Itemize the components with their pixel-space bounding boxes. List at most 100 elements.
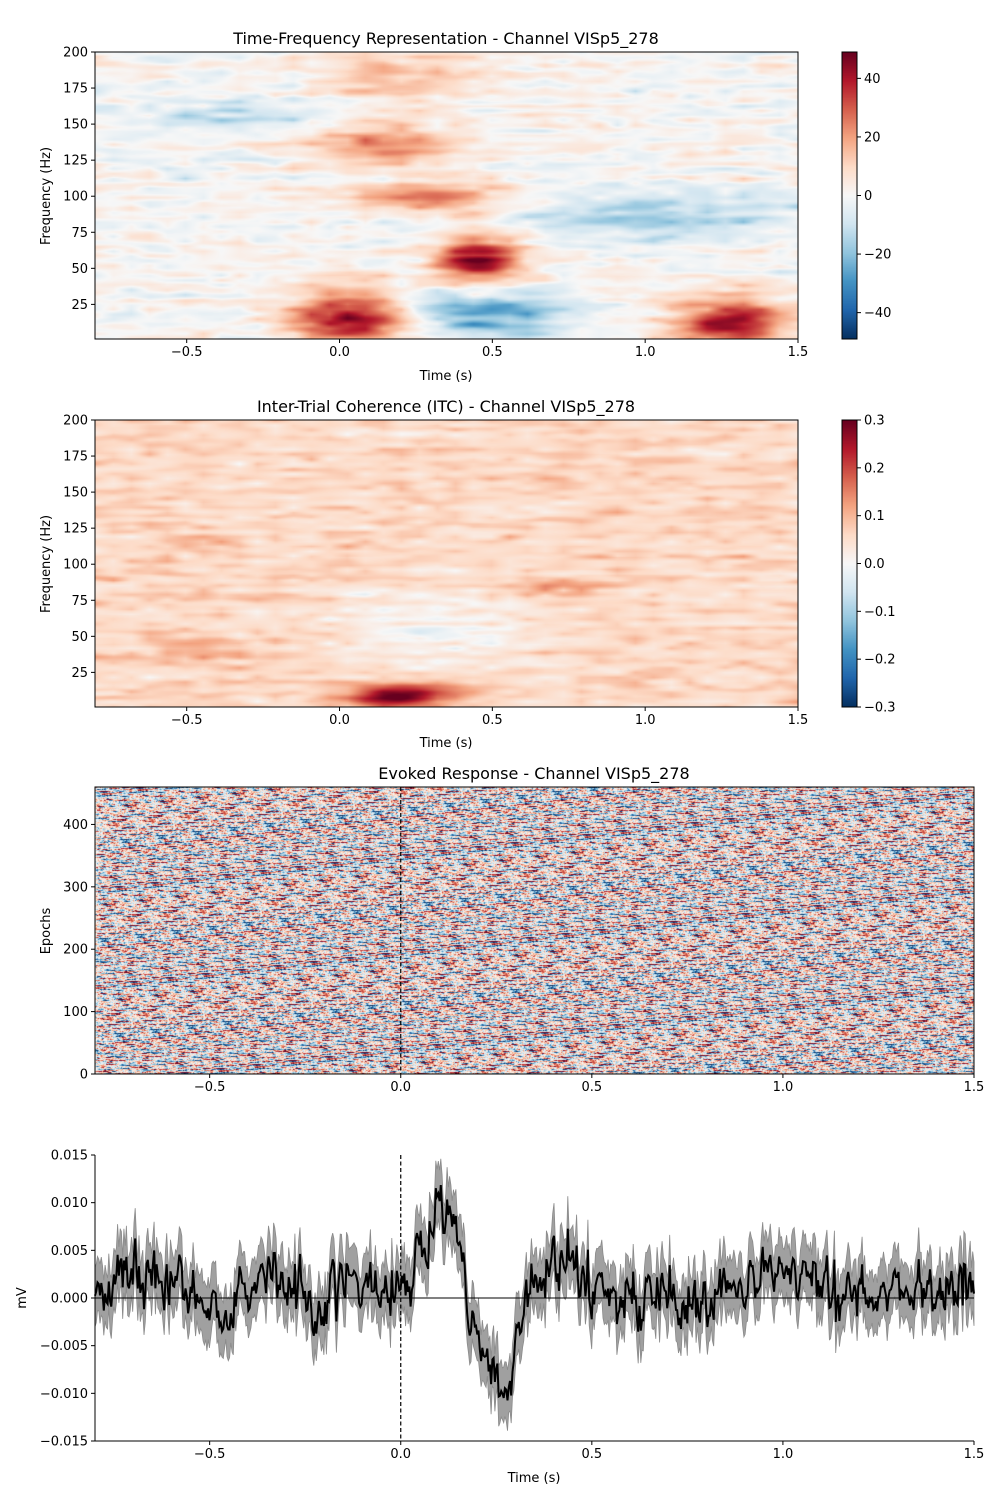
- epochs-y-tick-label: 0: [80, 1068, 88, 1083]
- erp-y-tick-label: 0.005: [51, 1244, 88, 1259]
- tfr-x-ticks: −0.5 0.0 0.5 1.0 1.5: [171, 339, 808, 360]
- erp-x-tick-label: 1.5: [964, 1447, 985, 1462]
- tfr-colorbar-tick-label: 20: [864, 130, 881, 145]
- erp-x-tick-label: −0.5: [194, 1447, 226, 1462]
- tfr-x-tick-label: 1.5: [788, 345, 809, 360]
- itc-title: Inter-Trial Coherence (ITC) - Channel VI…: [257, 397, 635, 417]
- itc-y-tick-label: 125: [63, 522, 88, 537]
- itc-x-tick-label: 1.0: [635, 713, 656, 728]
- epochs-y-tick-label: 300: [63, 880, 88, 895]
- tfr-colorbar-ticks: −40 −20 0 20 40: [857, 72, 891, 321]
- epochs-panel: Evoked Response - Channel VISp5_278 −0.5…: [39, 764, 984, 1095]
- itc-colorbar-ticks: −0.3 −0.2 −0.1 0.0 0.1 0.2 0.3: [857, 414, 896, 716]
- itc-axes-frame: [94, 419, 799, 708]
- tfr-colorbar-tick-label: 40: [864, 72, 881, 87]
- epochs-heatmap-holder: [95, 787, 974, 1074]
- epochs-x-tick-label: 0.0: [390, 1080, 411, 1095]
- itc-y-tick-label: 75: [71, 594, 88, 609]
- itc-heatmap-holder: [95, 420, 798, 707]
- erp-x-tick-label: 1.0: [773, 1447, 794, 1462]
- tfr-x-tick-label: 1.0: [635, 345, 656, 360]
- tfr-y-tick-label: 100: [63, 190, 88, 205]
- itc-x-label: Time (s): [419, 736, 473, 751]
- itc-colorbar-tick-label: 0.0: [864, 557, 885, 572]
- epochs-y-label: Epochs: [39, 907, 54, 954]
- itc-colorbar-tick-label: 0.1: [864, 509, 885, 524]
- erp-panel: −0.5 0.0 0.5 1.0 1.5 −0.015 −0.010 −0.005 0.000…: [15, 1149, 984, 1487]
- epochs-y-tick-label: 400: [63, 818, 88, 833]
- erp-y-tick-label: −0.005: [40, 1339, 88, 1354]
- tfr-x-tick-label: 0.5: [482, 345, 503, 360]
- itc-x-tick-label: −0.5: [171, 713, 203, 728]
- epochs-x-tick-label: 0.5: [581, 1080, 602, 1095]
- tfr-colorbar-tick-label: −40: [864, 306, 891, 321]
- epochs-heatmap: [95, 787, 974, 1074]
- tfr-y-label: Frequency (Hz): [39, 147, 54, 245]
- itc-y-label: Frequency (Hz): [39, 515, 54, 613]
- epochs-y-ticks: 0 100 200 300 400: [63, 818, 95, 1083]
- tfr-colorbar-tick-label: 0: [864, 189, 872, 204]
- itc-x-tick-label: 1.5: [788, 713, 809, 728]
- itc-y-tick-label: 50: [71, 630, 88, 645]
- erp-y-tick-label: 0.015: [51, 1149, 88, 1164]
- itc-y-tick-label: 100: [63, 558, 88, 573]
- itc-x-ticks: −0.5 0.0 0.5 1.0 1.5: [171, 707, 808, 728]
- epochs-title: Evoked Response - Channel VISp5_278: [378, 764, 689, 784]
- tfr-axes-frame: [94, 51, 799, 340]
- erp-y-tick-label: 0.000: [51, 1292, 88, 1307]
- itc-y-tick-label: 200: [63, 414, 88, 429]
- epochs-y-tick-label: 200: [63, 943, 88, 958]
- epochs-x-tick-label: 1.0: [773, 1080, 794, 1095]
- tfr-colorbar: [842, 52, 857, 339]
- itc-x-tick-label: 0.5: [482, 713, 503, 728]
- tfr-heatmap-holder: [95, 52, 798, 339]
- itc-y-tick-label: 25: [71, 666, 88, 681]
- erp-x-tick-label: 0.0: [390, 1447, 411, 1462]
- itc-y-tick-label: 150: [63, 486, 88, 501]
- tfr-x-tick-label: 0.0: [329, 345, 350, 360]
- itc-colorbar-tick-label: −0.3: [864, 701, 896, 716]
- tfr-title: Time-Frequency Representation - Channel …: [232, 29, 659, 49]
- itc-colorbar-tick-label: −0.2: [864, 653, 896, 668]
- itc-colorbar-tick-label: 0.3: [864, 414, 885, 429]
- tfr-y-tick-label: 25: [71, 298, 88, 313]
- tfr-y-ticks: 25 50 75 100 125 150 175 200: [63, 46, 95, 313]
- itc-colorbar-holder: [842, 420, 857, 707]
- tfr-panel: Time-Frequency Representation - Channel …: [39, 29, 891, 384]
- epochs-axes-frame: [94, 786, 975, 1075]
- itc-panel: Inter-Trial Coherence (ITC) - Channel VI…: [39, 397, 896, 751]
- epochs-x-tick-label: 1.5: [964, 1080, 985, 1095]
- tfr-y-tick-label: 50: [71, 262, 88, 277]
- erp-x-label: Time (s): [507, 1471, 561, 1486]
- itc-colorbar-tick-label: −0.1: [864, 605, 896, 620]
- tfr-x-tick-label: −0.5: [171, 345, 203, 360]
- erp-x-ticks: −0.5 0.0 0.5 1.0 1.5: [194, 1441, 984, 1462]
- itc-y-ticks: 25 50 75 100 125 150 175 200: [63, 414, 95, 681]
- erp-y-ticks: −0.015 −0.010 −0.005 0.000 0.005 0.010 0.015: [40, 1149, 95, 1450]
- tfr-y-tick-label: 125: [63, 154, 88, 169]
- tfr-colorbar-holder: [842, 52, 857, 339]
- itc-heatmap: [95, 420, 798, 707]
- tfr-x-label: Time (s): [419, 369, 473, 384]
- tfr-heatmap: [95, 52, 798, 339]
- itc-colorbar: [842, 420, 857, 707]
- epochs-y-tick-label: 100: [63, 1005, 88, 1020]
- itc-y-tick-label: 175: [63, 450, 88, 465]
- epochs-x-tick-label: −0.5: [194, 1080, 226, 1095]
- erp-y-label: mV: [15, 1287, 30, 1309]
- epochs-x-ticks: −0.5 0.0 0.5 1.0 1.5: [194, 1074, 984, 1095]
- tfr-y-tick-label: 150: [63, 118, 88, 133]
- tfr-y-tick-label: 175: [63, 82, 88, 97]
- itc-x-tick-label: 0.0: [329, 713, 350, 728]
- erp-error-band: [94, 1158, 975, 1431]
- erp-mean-line: [94, 1185, 975, 1401]
- tfr-y-tick-label: 75: [71, 226, 88, 241]
- itc-colorbar-tick-label: 0.2: [864, 461, 885, 476]
- erp-y-tick-label: 0.010: [51, 1196, 88, 1211]
- erp-x-tick-label: 0.5: [581, 1447, 602, 1462]
- erp-y-tick-label: −0.015: [40, 1435, 88, 1450]
- tfr-colorbar-tick-label: −20: [864, 248, 891, 263]
- erp-y-tick-label: −0.010: [40, 1387, 88, 1402]
- tfr-y-tick-label: 200: [63, 46, 88, 61]
